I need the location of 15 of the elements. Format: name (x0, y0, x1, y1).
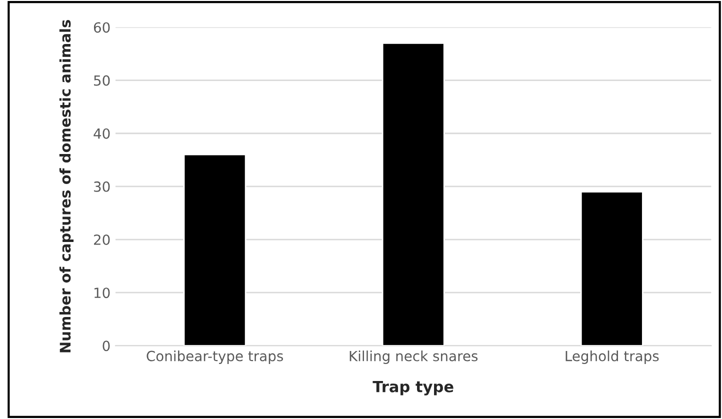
y-tick-label: 0 (102, 340, 110, 352)
y-tick-label: 60 (94, 22, 110, 33)
y-tick-label: 20 (94, 234, 110, 246)
x-tick-label: Leghold traps (566, 350, 659, 364)
x-tick-label: Conibear-type traps (146, 350, 283, 364)
bar (580, 191, 644, 346)
bar (183, 154, 246, 346)
y-axis-title: Number of captures of domestic animals (59, 20, 74, 352)
x-axis-title: Trap type (372, 380, 454, 396)
y-tick-label: 10 (94, 288, 110, 298)
y-tick-label: 40 (94, 128, 110, 139)
y-tick-label: 50 (94, 75, 110, 86)
bar (382, 42, 445, 346)
y-tick-label: 30 (94, 181, 110, 192)
x-tick-label: Killing neck snares (350, 350, 478, 364)
